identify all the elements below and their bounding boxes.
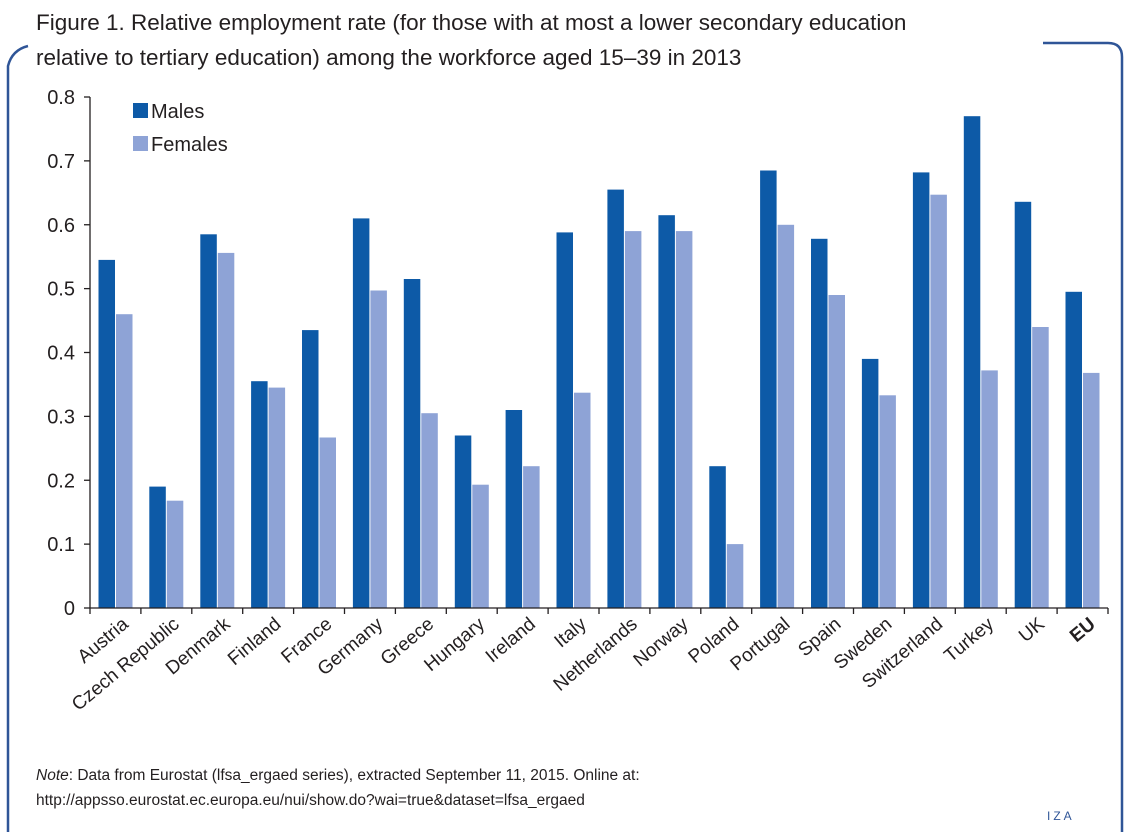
note-line-2: http://appsso.eurostat.ec.europa.eu/nui/… bbox=[36, 792, 585, 809]
category-label-finland: Finland bbox=[224, 614, 285, 670]
bar-males-finland bbox=[251, 381, 268, 608]
bar-females-finland bbox=[268, 387, 286, 608]
bar-females-uk bbox=[1032, 327, 1049, 608]
bar-males-turkey bbox=[963, 116, 981, 608]
y-tick-label: 0.6 bbox=[47, 215, 75, 237]
iza-logo: IZA bbox=[1047, 809, 1075, 823]
bar-females-czech-republic bbox=[166, 500, 184, 608]
y-tick-label: 0.2 bbox=[47, 470, 75, 492]
bar-females-poland bbox=[726, 544, 744, 608]
category-label-italy: Italy bbox=[551, 613, 592, 652]
category-label-ireland: Ireland bbox=[482, 614, 540, 667]
bar-males-france bbox=[302, 330, 319, 608]
bar-females-greece bbox=[421, 413, 438, 608]
bar-males-denmark bbox=[200, 234, 217, 609]
note-text-1: : Data from Eurostat (lfsa_ergaed series… bbox=[68, 767, 640, 784]
y-tick-label: 0.1 bbox=[47, 534, 75, 556]
bar-males-hungary bbox=[454, 435, 472, 608]
figure-title-line-2: relative to tertiary education) among th… bbox=[36, 45, 742, 70]
bar-females-switzerland bbox=[930, 194, 947, 608]
bar-males-sweden bbox=[861, 358, 879, 608]
y-tick-label: 0.4 bbox=[47, 343, 75, 365]
bar-males-germany bbox=[352, 218, 370, 608]
legend-label-females: Females bbox=[151, 134, 228, 156]
chart-note: Note: Data from Eurostat (lfsa_ergaed se… bbox=[36, 763, 640, 813]
bar-females-italy bbox=[574, 392, 591, 608]
bar-males-greece bbox=[403, 279, 421, 608]
bar-females-austria bbox=[116, 314, 133, 608]
category-label-eu: EU bbox=[1066, 614, 1100, 647]
bar-males-ireland bbox=[505, 410, 523, 608]
bar-males-uk bbox=[1014, 201, 1032, 609]
y-tick-label: 0.7 bbox=[47, 151, 75, 173]
legend-swatch-males bbox=[133, 103, 148, 118]
category-label-turkey: Turkey bbox=[941, 613, 999, 666]
bar-males-spain bbox=[811, 238, 828, 609]
bar-males-switzerland bbox=[912, 172, 930, 608]
legend-label-males: Males bbox=[151, 101, 204, 123]
bar-females-denmark bbox=[217, 252, 235, 608]
note-line-1: Note: Data from Eurostat (lfsa_ergaed se… bbox=[36, 763, 640, 788]
bar-females-france bbox=[319, 437, 336, 608]
bar-males-austria bbox=[98, 259, 115, 608]
y-tick-label: 0 bbox=[64, 598, 75, 620]
bar-males-italy bbox=[556, 232, 573, 608]
bar-females-germany bbox=[370, 290, 387, 608]
bar-females-hungary bbox=[472, 484, 489, 608]
bar-males-eu bbox=[1065, 291, 1082, 608]
category-label-norway: Norway bbox=[630, 613, 693, 671]
bar-males-norway bbox=[658, 215, 675, 608]
bar-males-poland bbox=[709, 466, 726, 608]
bar-females-spain bbox=[828, 295, 845, 608]
y-tick-label: 0.3 bbox=[47, 406, 75, 428]
figure-title-line-1: Figure 1. Relative employment rate (for … bbox=[36, 10, 907, 35]
bar-females-turkey bbox=[981, 370, 998, 608]
category-label-uk: UK bbox=[1015, 614, 1049, 647]
bar-males-netherlands bbox=[607, 189, 624, 608]
y-tick-label: 0.5 bbox=[47, 279, 75, 301]
bar-males-czech-republic bbox=[149, 486, 166, 608]
bar-females-netherlands bbox=[624, 231, 642, 608]
bar-females-portugal bbox=[777, 224, 795, 609]
note-label: Note bbox=[36, 767, 69, 784]
bar-females-norway bbox=[675, 231, 693, 608]
bar-females-sweden bbox=[879, 395, 896, 608]
y-tick-label: 0.8 bbox=[47, 87, 75, 109]
legend-swatch-females bbox=[133, 136, 148, 151]
bar-females-ireland bbox=[523, 466, 540, 608]
bar-females-eu bbox=[1083, 372, 1100, 608]
bar-males-portugal bbox=[760, 170, 777, 608]
